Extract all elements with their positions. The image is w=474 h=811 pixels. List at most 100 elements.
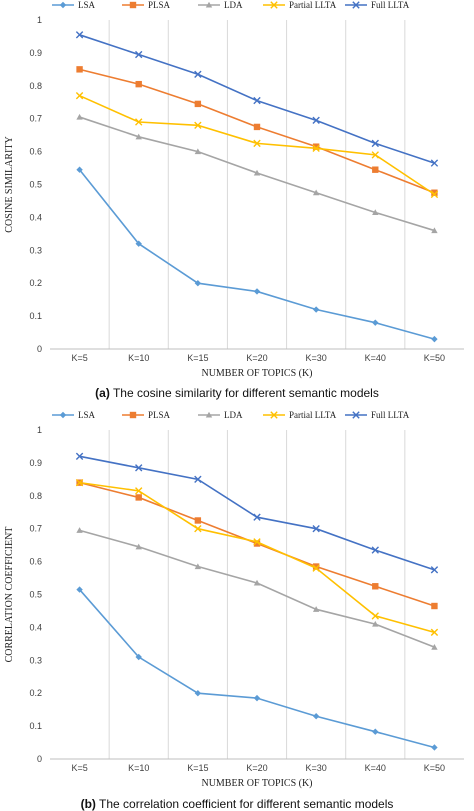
y-tick-label: 0: [37, 344, 42, 354]
data-point: [372, 583, 379, 590]
data-point: [312, 564, 320, 572]
data-point: [253, 513, 261, 521]
series-line: [79, 481, 435, 634]
series-lda: [76, 527, 438, 650]
x-tick-label: K=5: [71, 353, 87, 363]
legend-marker: [270, 1, 278, 9]
data-point: [253, 169, 261, 176]
data-point: [372, 620, 379, 627]
data-point: [194, 70, 202, 78]
y-tick-label: 0.5: [29, 180, 42, 190]
data-point: [312, 606, 320, 612]
data-point: [76, 166, 83, 173]
legend-label: LDA: [224, 410, 243, 420]
data-point: [371, 151, 379, 159]
data-point: [135, 653, 142, 661]
data-point: [312, 144, 320, 153]
data-point: [194, 121, 202, 129]
series-partial-llta: [75, 91, 439, 199]
series-line: [79, 455, 435, 571]
data-point: [253, 538, 261, 546]
data-point: [372, 209, 379, 216]
legend-marker: [205, 411, 213, 418]
data-point: [371, 612, 379, 620]
legend-label: Partial LLTA: [289, 410, 337, 420]
y-tick-label: 0.8: [29, 491, 42, 501]
legend-marker: [352, 411, 360, 419]
y-tick-label: 0.4: [29, 622, 42, 632]
series-full-llta: [75, 31, 439, 167]
caption-a-text: The cosine similarity for different sema…: [112, 386, 379, 400]
x-tick-label: K=5: [71, 763, 87, 773]
caption-a: (a) The cosine similarity for different …: [0, 386, 474, 400]
y-tick-label: 0.1: [29, 311, 42, 321]
caption-b: (b) The correlation coefficient for diff…: [0, 797, 474, 811]
legend-marker: [270, 411, 278, 419]
y-tick-label: 0.3: [29, 655, 42, 665]
x-tick-label: K=40: [365, 353, 386, 363]
data-point: [312, 306, 320, 313]
y-tick-label: 0.9: [29, 458, 42, 468]
data-point: [253, 579, 261, 586]
x-tick-label: K=50: [424, 353, 445, 363]
legend-item-plsa: PLSA: [122, 410, 171, 420]
data-point: [431, 744, 438, 751]
data-point: [431, 189, 438, 196]
data-point: [194, 100, 202, 108]
x-tick-label: K=50: [424, 763, 445, 773]
y-tick-label: 0.9: [29, 48, 42, 58]
data-point: [253, 540, 261, 547]
data-point: [431, 335, 438, 343]
y-tick-label: 0: [37, 754, 42, 764]
data-point: [135, 80, 142, 88]
data-point: [312, 189, 320, 196]
legend-label: LSA: [78, 410, 96, 420]
data-point: [76, 586, 83, 593]
legend-label: PLSA: [148, 410, 171, 420]
legend-item-partial-llta: Partial LLTA: [263, 0, 337, 10]
correlation-coefficient-chart: 0 0.1 0.2 0.3 0.4 0.5 0.6 0.7 0.8 0.9 1 K=5 K=10 K=15…: [4, 410, 464, 789]
data-point: [194, 563, 202, 570]
legend-label: LSA: [78, 0, 96, 10]
data-point: [253, 288, 261, 295]
data-point: [430, 628, 439, 637]
legend-item-full-llta: Full LLTA: [345, 0, 410, 10]
data-point: [253, 139, 261, 148]
legend-label: PLSA: [148, 0, 171, 10]
data-point: [135, 133, 142, 140]
data-point: [253, 96, 261, 105]
data-point: [194, 517, 202, 524]
data-point: [312, 713, 320, 720]
legend-item-full-llta: Full LLTA: [345, 410, 410, 420]
x-tick-label: K=30: [306, 353, 327, 363]
series-lda: [76, 113, 438, 234]
caption-b-tag: (b): [80, 797, 96, 811]
data-point: [194, 148, 202, 155]
legend-label: Full LLTA: [371, 410, 410, 420]
data-point: [194, 475, 202, 484]
y-tick-label: 0.6: [29, 557, 42, 567]
y-tick-label: 0.7: [29, 114, 42, 124]
data-point: [430, 159, 439, 167]
series-plsa: [76, 479, 438, 610]
data-point: [253, 694, 261, 702]
y-tick-label: 0.8: [29, 81, 42, 91]
data-point: [75, 91, 84, 100]
data-point: [75, 452, 84, 461]
series-lsa: [76, 586, 438, 751]
data-point: [431, 643, 438, 650]
cosine-similarity-chart: 0 0.1 0.2 0.3 0.4 0.5 0.6 0.7 0.8 0.9 1 K=5 K=10 K=15…: [4, 0, 464, 379]
data-point: [430, 566, 439, 574]
data-point: [372, 319, 379, 326]
data-point: [312, 525, 320, 533]
chart-panel-a: 0 0.1 0.2 0.3 0.4 0.5 0.6 0.7 0.8 0.9 1 K=5 K=10 K=15…: [0, 0, 474, 405]
caption-b-text: The correlation coefficient for differen…: [99, 797, 394, 811]
y-tick-label: 0.3: [29, 245, 42, 255]
data-point: [431, 227, 438, 234]
legend-marker: [205, 1, 213, 8]
x-tick-label: K=10: [128, 353, 149, 363]
legend-marker: [129, 1, 137, 9]
data-point: [135, 50, 143, 59]
legend-label: Full LLTA: [371, 0, 410, 10]
data-point: [430, 190, 439, 199]
